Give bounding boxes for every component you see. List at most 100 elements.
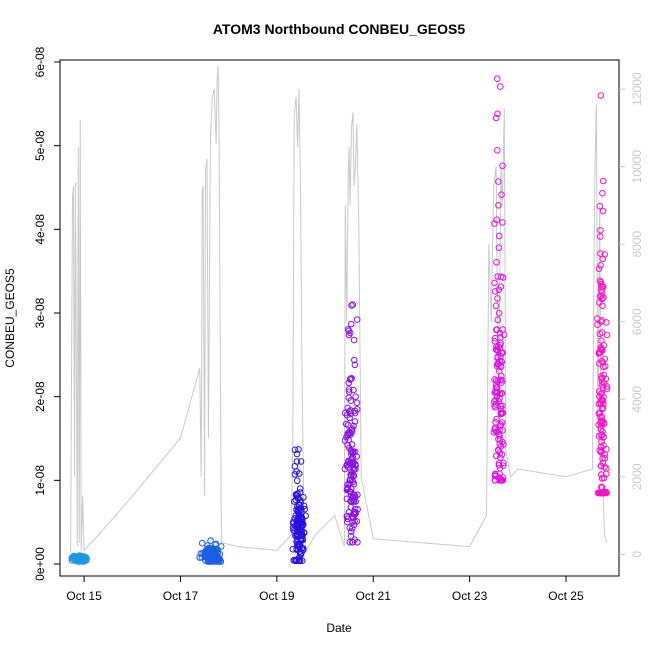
data-point <box>491 424 499 432</box>
data-point <box>493 415 500 423</box>
data-point <box>348 525 356 532</box>
data-point <box>497 339 504 347</box>
data-point <box>347 492 355 500</box>
data-point <box>598 483 605 491</box>
y-right-tick-label: 8000 <box>630 231 644 258</box>
data-point <box>598 329 606 336</box>
data-point <box>347 532 355 540</box>
data-point <box>352 509 360 517</box>
data-point <box>491 402 498 409</box>
data-point <box>497 410 505 418</box>
data-point <box>494 316 502 324</box>
data-point <box>599 397 607 405</box>
data-point <box>298 549 305 556</box>
data-point <box>598 432 605 439</box>
data-point <box>295 446 302 453</box>
data-point <box>351 418 359 425</box>
data-point <box>495 232 503 240</box>
data-point <box>498 451 506 458</box>
data-point <box>296 501 303 509</box>
data-point <box>345 388 353 396</box>
data-point <box>353 399 361 407</box>
data-point <box>500 462 507 470</box>
data-point <box>500 441 507 448</box>
data-point <box>495 475 503 482</box>
data-point <box>293 528 301 535</box>
y-left-tick-label: 4e-08 <box>33 214 47 245</box>
data-point <box>492 388 499 395</box>
data-point <box>493 326 500 334</box>
data-point <box>353 453 361 460</box>
data-point <box>603 470 610 478</box>
data-point <box>597 462 605 470</box>
data-point <box>500 331 508 339</box>
data-point <box>348 468 355 476</box>
data-point <box>207 546 214 554</box>
data-point <box>598 471 605 478</box>
data-point <box>76 552 83 559</box>
data-point <box>499 219 506 226</box>
data-point <box>597 227 604 234</box>
data-point <box>495 244 503 251</box>
data-point <box>493 259 500 266</box>
plot-frame <box>59 59 620 577</box>
data-point <box>353 406 361 413</box>
data-point <box>499 377 506 384</box>
data-point <box>351 361 359 369</box>
data-point <box>346 524 354 532</box>
data-point <box>73 557 81 565</box>
x-tick-label: Oct 17 <box>163 589 199 603</box>
data-point <box>492 346 500 353</box>
data-point <box>349 301 357 308</box>
data-point <box>494 147 501 154</box>
y-right-tick-label: 2000 <box>630 463 644 490</box>
data-point <box>496 432 503 439</box>
data-point <box>212 540 220 548</box>
y-axis-label: CONBEU_GEOS5 <box>3 268 17 368</box>
y-axis-right: 0 2000 4000 6000 8000 10000 12000 <box>619 72 644 558</box>
y-left-tick-label: 6e-08 <box>33 46 47 77</box>
x-tick-label: Oct 15 <box>66 589 102 603</box>
y-right-tick-label: 12000 <box>630 72 644 106</box>
data-point <box>596 489 604 497</box>
data-point <box>347 397 355 404</box>
y-left-tick-label: 2e-08 <box>33 381 47 412</box>
data-point <box>598 337 605 344</box>
x-tick-label: Oct 21 <box>356 589 392 603</box>
data-point <box>598 280 605 288</box>
data-point <box>341 465 349 473</box>
data-point <box>603 319 610 326</box>
data-point <box>597 92 605 99</box>
data-point <box>598 317 606 324</box>
data-point <box>68 554 76 562</box>
data-point <box>348 528 355 535</box>
data-point <box>491 279 498 287</box>
data-point <box>598 422 605 429</box>
y-left-tick-label: 1e-08 <box>33 465 47 496</box>
data-point <box>598 381 606 389</box>
data-point <box>598 389 606 397</box>
data-point <box>495 309 503 317</box>
data-point <box>494 295 501 302</box>
data-point <box>496 363 503 370</box>
data-point <box>599 455 606 462</box>
data-point <box>498 191 505 198</box>
data-point <box>349 477 356 484</box>
data-point <box>598 295 606 303</box>
series-flight_oct17 <box>196 537 225 565</box>
data-point <box>348 448 355 455</box>
data-point <box>598 413 606 421</box>
data-point <box>597 443 605 451</box>
data-point <box>500 459 507 467</box>
data-point <box>492 302 500 310</box>
data-point <box>345 379 353 387</box>
data-point <box>491 338 499 345</box>
x-axis: Oct 15 Oct 17 Oct 19 Oct 21 Oct 23 Oct 25 <box>66 576 584 603</box>
chart-title: ATOM3 Northbound CONBEU_GEOS5 <box>213 21 465 37</box>
x-tick-label: Oct 23 <box>452 589 488 603</box>
data-point <box>497 83 504 90</box>
data-point <box>603 465 610 472</box>
data-point <box>349 449 356 457</box>
data-point <box>497 421 505 428</box>
data-point <box>492 288 499 295</box>
